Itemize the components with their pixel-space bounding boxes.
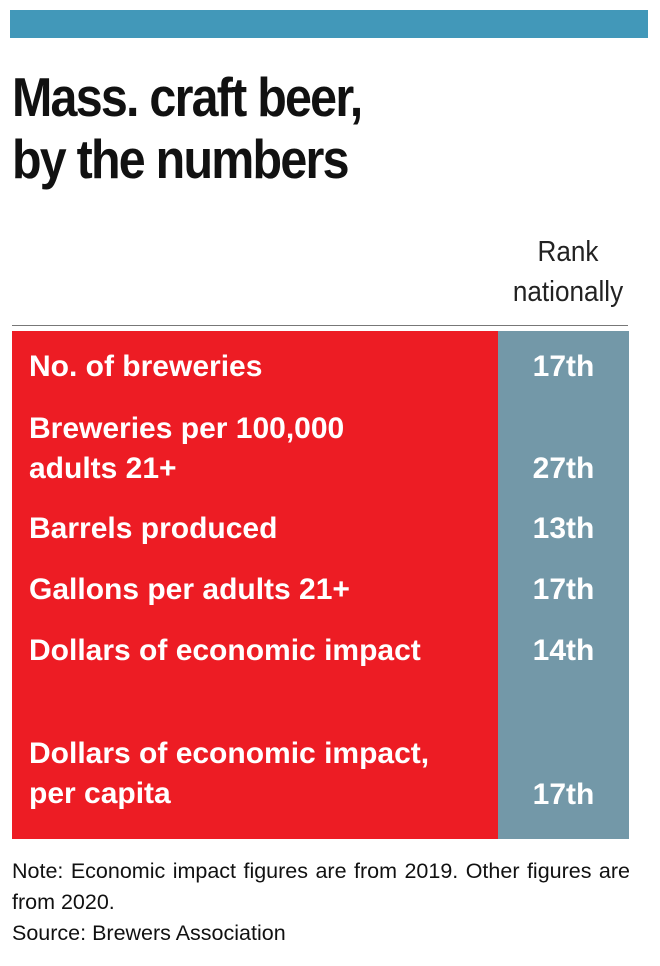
row-label: Dollars of economic impact <box>29 631 489 671</box>
row-label-line: Barrels produced <box>29 512 278 545</box>
rank-column-background <box>498 331 629 839</box>
row-label-line: No. of breweries <box>29 350 263 383</box>
title-line-1: Mass. craft beer, <box>12 66 363 128</box>
row-label-line: Dollars of economic impact <box>29 634 421 667</box>
row-label-line: per capita <box>29 777 171 810</box>
row-label: Barrels produced <box>29 509 489 549</box>
row-label: No. of breweries <box>29 347 489 387</box>
row-label-line: Breweries per 100,000 <box>29 412 345 445</box>
rank-header-line-2: nationally <box>512 276 624 308</box>
row-rank: 17th <box>532 573 595 606</box>
row-rank: 13th <box>532 512 595 545</box>
label-column-background <box>12 331 498 839</box>
rankings-table: No. of breweries 17th Breweries per 100,… <box>12 331 629 839</box>
chart-title: Mass. craft beer, by the numbers <box>12 66 566 190</box>
rank-header-line-1: Rank <box>537 236 599 268</box>
footnote-source: Source: Brewers Association <box>12 921 286 945</box>
row-label: Dollars of economic impact, per capita <box>29 734 489 814</box>
title-line-2: by the numbers <box>12 128 350 190</box>
row-label-line: adults 21+ <box>29 452 177 485</box>
row-label-line: Gallons per adults 21+ <box>29 573 350 606</box>
footnote: Note: Economic impact figures are from 2… <box>12 856 630 949</box>
rank-column-header: Rank nationally <box>505 232 631 312</box>
row-rank: 14th <box>532 634 595 667</box>
header-divider <box>12 325 628 326</box>
row-rank: 27th <box>532 452 595 485</box>
row-label: Breweries per 100,000 adults 21+ <box>29 409 489 489</box>
footnote-note: Note: Economic impact figures are from 2… <box>12 859 630 914</box>
row-rank: 17th <box>532 350 595 383</box>
row-label-line: Dollars of economic impact, <box>29 737 430 770</box>
row-label: Gallons per adults 21+ <box>29 570 489 610</box>
row-rank: 17th <box>532 778 595 811</box>
top-accent-bar <box>10 10 648 38</box>
